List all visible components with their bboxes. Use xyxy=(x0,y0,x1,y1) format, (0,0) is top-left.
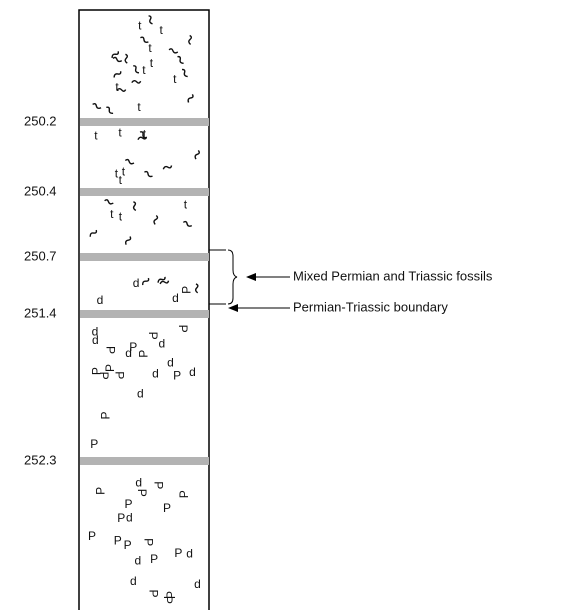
fossil-symbol: P xyxy=(177,490,191,498)
annotation: Mixed Permian and Triassic fossils xyxy=(293,268,493,283)
fossil-symbol: P xyxy=(179,286,193,294)
fossil-symbol: P xyxy=(88,529,96,543)
level-label: 252.3 xyxy=(24,452,57,467)
fossil-symbol: P xyxy=(93,487,107,495)
fossil-symbol: d xyxy=(92,333,99,347)
fossil-symbol: P xyxy=(114,534,122,548)
arrowhead xyxy=(246,273,256,281)
fossil-symbol: P xyxy=(135,489,149,497)
fossil-symbol: d xyxy=(167,355,174,369)
brace xyxy=(228,250,237,304)
level-label: 250.4 xyxy=(24,183,57,198)
fossil-symbol: P xyxy=(146,590,160,598)
fossil-symbol: P xyxy=(112,371,126,379)
fossil-symbol: d xyxy=(134,553,141,567)
level-label: 251.4 xyxy=(24,305,57,320)
fossil-symbol: d xyxy=(125,346,132,360)
fossil-symbol: P xyxy=(125,497,133,511)
level-label: 250.2 xyxy=(24,113,57,128)
fossil-symbol: P xyxy=(136,350,150,358)
fossil-symbol: d xyxy=(130,574,137,588)
fossil-symbol: P xyxy=(117,511,125,525)
fossil-symbol: d xyxy=(152,367,159,381)
annotation: Permian-Triassic boundary xyxy=(293,299,448,314)
fossil-symbol: P xyxy=(173,369,181,383)
fossil-symbol: d xyxy=(135,476,142,490)
fossil-symbol: d xyxy=(97,293,104,307)
fossil-symbol: P xyxy=(146,332,160,340)
fossil-symbol: P xyxy=(98,411,112,419)
ash-band xyxy=(80,253,209,261)
fossil-symbol: P xyxy=(152,481,166,489)
fossil-symbol: P xyxy=(97,372,111,380)
diagram: tttttttttttttttttPdddPdPPPddPPPddPdPdPdP… xyxy=(0,0,579,610)
ash-band xyxy=(80,188,209,196)
fossil-symbol: P xyxy=(164,591,178,599)
arrowhead xyxy=(228,304,238,312)
fossil-symbol: P xyxy=(150,552,158,566)
fossil-symbol: d xyxy=(133,276,140,290)
fossil-symbol: d xyxy=(186,547,193,561)
level-label: 250.7 xyxy=(24,248,57,263)
fossil-symbol: P xyxy=(104,346,118,354)
fossil-symbol: P xyxy=(124,538,132,552)
fossil-symbol: P xyxy=(174,546,182,560)
fossil-symbol: d xyxy=(137,386,144,400)
fossil-symbol: d xyxy=(194,577,201,591)
ash-band xyxy=(80,457,209,465)
fossil-symbol: d xyxy=(172,291,179,305)
fossil-symbol: P xyxy=(176,325,190,333)
ash-band xyxy=(80,310,209,318)
fossil-symbol: d xyxy=(126,510,133,524)
ash-band xyxy=(80,118,209,126)
fossil-symbol: P xyxy=(90,437,98,451)
fossil-symbol: P xyxy=(142,538,156,546)
fossil-symbol: d xyxy=(189,365,196,379)
fossil-symbol: P xyxy=(163,501,171,515)
